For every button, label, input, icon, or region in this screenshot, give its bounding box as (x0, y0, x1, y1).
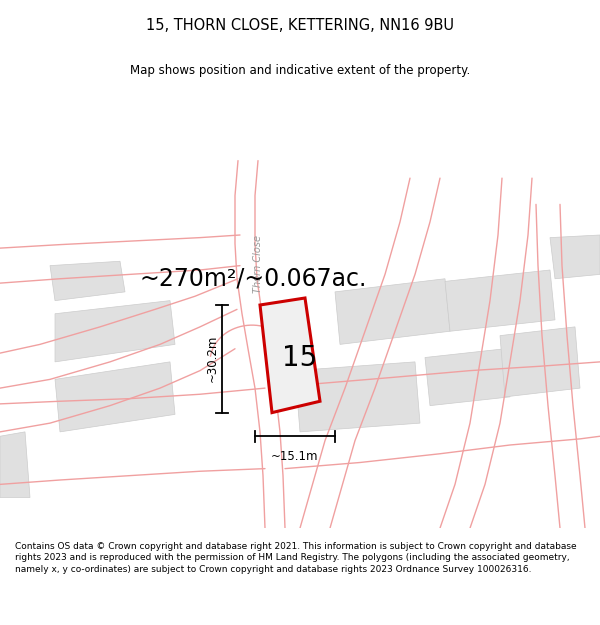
Text: Map shows position and indicative extent of the property.: Map shows position and indicative extent… (130, 64, 470, 77)
Polygon shape (50, 261, 125, 301)
Polygon shape (55, 301, 175, 362)
Text: 15: 15 (283, 344, 317, 371)
Text: Contains OS data © Crown copyright and database right 2021. This information is : Contains OS data © Crown copyright and d… (15, 542, 577, 574)
Polygon shape (295, 362, 420, 432)
Polygon shape (500, 327, 580, 397)
Polygon shape (335, 279, 450, 344)
Polygon shape (260, 298, 320, 412)
Text: ~30.2m: ~30.2m (205, 335, 218, 382)
Polygon shape (425, 349, 510, 406)
Text: ~270m²/~0.067ac.: ~270m²/~0.067ac. (140, 267, 367, 291)
Text: Thorn Close: Thorn Close (253, 235, 263, 293)
Polygon shape (55, 362, 175, 432)
Polygon shape (445, 270, 555, 331)
Text: 15, THORN CLOSE, KETTERING, NN16 9BU: 15, THORN CLOSE, KETTERING, NN16 9BU (146, 18, 454, 33)
Text: ~15.1m: ~15.1m (271, 450, 319, 463)
Polygon shape (550, 235, 600, 279)
Polygon shape (0, 432, 30, 498)
